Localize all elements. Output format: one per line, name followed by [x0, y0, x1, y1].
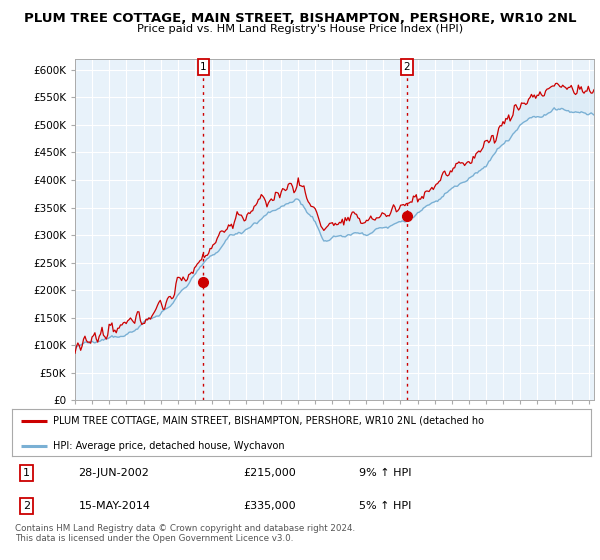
Text: 2: 2: [403, 62, 410, 72]
Text: 9% ↑ HPI: 9% ↑ HPI: [359, 468, 412, 478]
Text: Price paid vs. HM Land Registry's House Price Index (HPI): Price paid vs. HM Land Registry's House …: [137, 24, 463, 34]
Text: £335,000: £335,000: [244, 501, 296, 511]
Text: HPI: Average price, detached house, Wychavon: HPI: Average price, detached house, Wych…: [53, 441, 284, 451]
Text: Contains HM Land Registry data © Crown copyright and database right 2024.
This d: Contains HM Land Registry data © Crown c…: [15, 524, 355, 543]
Text: 5% ↑ HPI: 5% ↑ HPI: [359, 501, 412, 511]
Text: PLUM TREE COTTAGE, MAIN STREET, BISHAMPTON, PERSHORE, WR10 2NL (detached ho: PLUM TREE COTTAGE, MAIN STREET, BISHAMPT…: [53, 416, 484, 426]
Text: 1: 1: [200, 62, 207, 72]
Text: 15-MAY-2014: 15-MAY-2014: [79, 501, 151, 511]
Text: PLUM TREE COTTAGE, MAIN STREET, BISHAMPTON, PERSHORE, WR10 2NL: PLUM TREE COTTAGE, MAIN STREET, BISHAMPT…: [24, 12, 576, 25]
Text: 2: 2: [23, 501, 30, 511]
Text: 28-JUN-2002: 28-JUN-2002: [79, 468, 149, 478]
Text: 1: 1: [23, 468, 30, 478]
Text: £215,000: £215,000: [244, 468, 296, 478]
